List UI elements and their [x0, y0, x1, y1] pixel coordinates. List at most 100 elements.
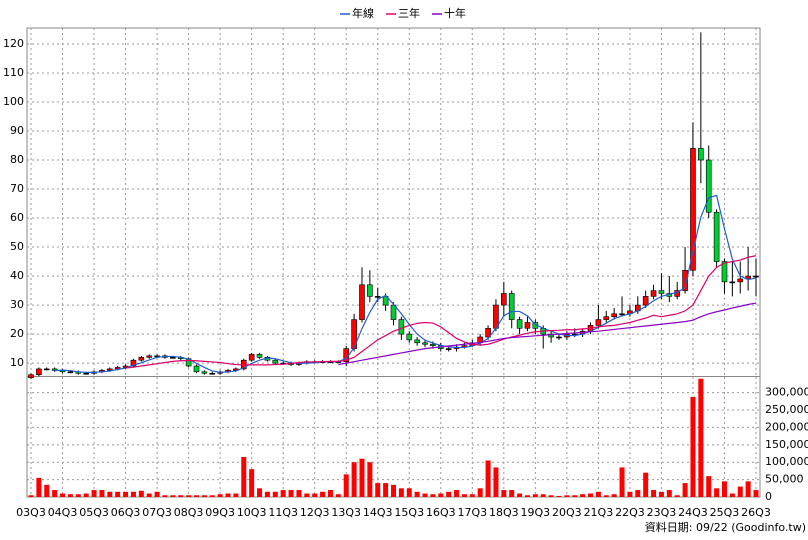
volume-bar	[272, 491, 278, 497]
volume-bar	[257, 488, 263, 497]
volume-bar	[651, 490, 657, 497]
candle-body	[359, 284, 365, 320]
volume-bar	[438, 493, 444, 497]
volume-bar	[517, 493, 523, 497]
volume-bar	[580, 494, 586, 497]
candle-body	[367, 284, 373, 297]
candle-body	[414, 339, 420, 344]
volume-bar	[320, 491, 326, 497]
y-tick-label: 50	[10, 240, 24, 253]
volume-bar	[572, 495, 578, 497]
volume-bar	[60, 493, 66, 497]
x-tick-label: 16Q3	[426, 506, 456, 519]
volume-bar	[67, 494, 73, 497]
y-tick-label: 300,000	[765, 386, 808, 399]
candle-body	[682, 269, 688, 291]
y-tick-label: 40	[10, 269, 24, 282]
candle-body	[146, 355, 153, 358]
volume-bar	[130, 491, 136, 497]
volume-bar	[635, 490, 641, 497]
volume-bar	[264, 491, 270, 497]
y-tick-label: 50,000	[765, 473, 804, 486]
candle-body	[406, 333, 413, 341]
volume-bar	[643, 472, 649, 497]
volume-bar	[548, 495, 554, 497]
volume-bar	[524, 495, 530, 497]
candle-body	[43, 368, 50, 371]
x-tick-label: 06Q3	[111, 506, 141, 519]
volume-bar	[209, 495, 215, 497]
candle-body	[28, 374, 34, 378]
volume-bar	[556, 495, 562, 497]
volume-bar	[280, 490, 286, 497]
x-tick-label: 10Q3	[237, 506, 267, 519]
volume-bar	[383, 483, 389, 497]
y-tick-label: 80	[10, 153, 24, 166]
volume-bar	[406, 488, 412, 497]
ma-line	[125, 255, 757, 369]
volume-bar	[391, 484, 396, 497]
candle-body	[67, 371, 74, 374]
volume-bar	[75, 494, 81, 497]
volume-bar	[564, 495, 570, 497]
volume-bar	[430, 494, 436, 497]
volume-bar	[367, 462, 373, 497]
x-tick-label: 08Q3	[174, 506, 204, 519]
volume-bar	[501, 490, 507, 497]
candle-body	[430, 343, 436, 346]
volume-bar	[304, 493, 310, 497]
y-tick-label: 250,000	[765, 403, 808, 416]
volume-bar	[28, 495, 34, 497]
x-tick-label: 05Q3	[79, 506, 109, 519]
volume-bar	[138, 490, 144, 497]
legend-label: 三年	[398, 6, 420, 20]
volume-bar	[249, 469, 255, 497]
volume-bar	[454, 490, 460, 497]
x-tick-label: 23Q3	[647, 506, 677, 519]
candle-body	[619, 313, 625, 316]
candle-body	[508, 293, 515, 320]
x-tick-label: 26Q3	[741, 506, 771, 519]
candle-body	[272, 359, 279, 364]
volume-bar	[461, 494, 467, 497]
x-tick-label: 25Q3	[710, 506, 740, 519]
x-tick-label: 13Q3	[331, 506, 361, 519]
volume-bar	[753, 490, 759, 497]
volume-bar	[83, 493, 89, 497]
volume-bar	[343, 474, 349, 497]
volume-bar	[658, 491, 664, 497]
volume-bar	[682, 483, 688, 497]
volume-bar	[146, 493, 152, 497]
candle-body	[603, 316, 610, 320]
candle-body	[138, 357, 145, 361]
volume-bar	[312, 493, 318, 497]
y-tick-label: 90	[10, 124, 24, 137]
volume-bar	[99, 490, 105, 497]
candle-body	[248, 354, 255, 361]
candle-body	[170, 357, 176, 359]
candle-body	[611, 313, 617, 317]
volume-bar	[115, 491, 121, 497]
candle-body	[83, 372, 89, 375]
volume-bar	[446, 491, 452, 497]
volume-bar	[485, 460, 491, 497]
volume-bar	[477, 488, 483, 497]
candle-body	[658, 290, 665, 294]
candle-body	[130, 359, 137, 367]
volume-bar	[414, 491, 420, 497]
volume-bar	[36, 477, 42, 497]
volume-bar	[335, 494, 341, 497]
volume-bar	[745, 481, 751, 497]
volume-bar	[611, 494, 617, 497]
candle-body	[642, 296, 649, 306]
volume-bar	[398, 488, 404, 497]
candle-body	[595, 319, 602, 326]
candle-body	[516, 319, 523, 329]
y-tick-label: 70	[10, 182, 24, 195]
candle-body	[713, 211, 720, 262]
y-tick-label: 20	[10, 327, 24, 340]
volume-bar	[178, 495, 184, 497]
candle-body	[705, 159, 712, 213]
volume-bar	[375, 483, 381, 497]
